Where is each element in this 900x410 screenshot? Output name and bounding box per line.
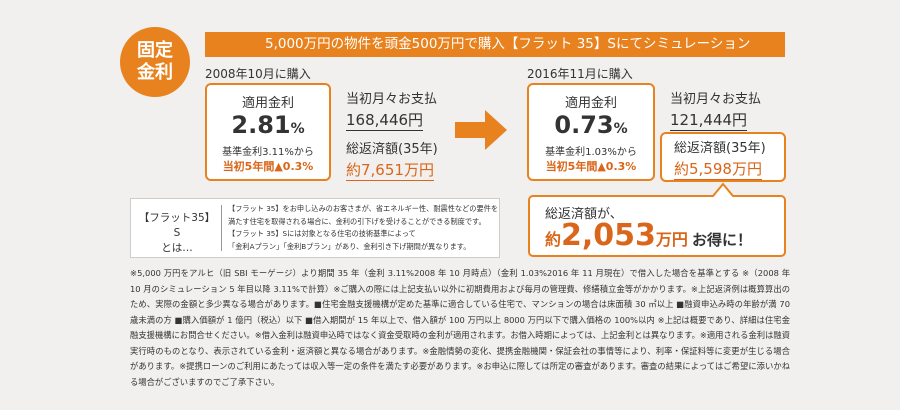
- rate: 2.81: [231, 111, 291, 139]
- base-rate: 基準金利3.11%から: [222, 147, 314, 158]
- rate-unit: %: [290, 121, 305, 137]
- badge-text: 金利: [137, 62, 173, 83]
- discount: 当初5年間▲0.3%: [222, 160, 314, 173]
- savings: 約2,053万円 お得に！: [545, 218, 752, 253]
- date: 2016年11月に購入: [527, 67, 633, 81]
- badge: 固定 金利: [120, 27, 190, 97]
- monthly: 168,446円: [346, 111, 424, 131]
- divider: [221, 205, 222, 251]
- savings-lead: 総返済額が、: [545, 207, 623, 222]
- total-box: 総返済額(35年) 約5,598万円: [660, 132, 786, 182]
- footnote: ※5,000 万円をアルヒ（旧 SBI モーゲージ）より期間 35 年（金利 3…: [130, 268, 790, 387]
- payments: 当初月々お支払 121,444円: [670, 90, 761, 132]
- badge-text: 固定: [137, 40, 173, 61]
- about-line: 「金利Aプラン」「金利Bプラン」があり、金利引き下げ期間が異なります。: [228, 241, 471, 251]
- about-line: 満たす住宅を取得される場合に、金利の引下げを受けることができる制度です。: [228, 216, 486, 226]
- rate-box: 適用金利 0.73% 基準金利1.03%から 当初5年間▲0.3%: [527, 83, 655, 181]
- about-box: 【フラット35】S とは… 【フラット 35】をお申し込みのお客さまが、省エネル…: [130, 198, 500, 258]
- date: 2008年10月に購入: [205, 67, 311, 81]
- label: 総返済額(35年): [674, 141, 766, 156]
- rate: 0.73: [554, 111, 614, 139]
- about-line: 【フラット 35】をお申し込みのお客さまが、省エネルギー性、耐震性などの要件を: [228, 204, 499, 213]
- rate-unit: %: [613, 121, 628, 137]
- label: 当初月々お支払: [346, 92, 438, 107]
- total: 約5,598万円: [674, 160, 762, 180]
- monthly: 121,444円: [670, 111, 748, 131]
- discount: 当初5年間▲0.3%: [545, 160, 637, 173]
- callout: [528, 182, 786, 257]
- about-label: 【フラット35】S とは…: [138, 212, 216, 254]
- rate-box: 適用金利 2.81% 基準金利3.11%から 当初5年間▲0.3%: [205, 83, 331, 181]
- savings-unit: 万円: [655, 230, 688, 249]
- label: 適用金利: [241, 96, 294, 111]
- arrow: [455, 110, 507, 150]
- savings-suffix: お得に！: [691, 231, 752, 249]
- about-text: 【フラット 35】をお申し込みのお客さまが、省エネルギー性、耐震性などの要件を …: [228, 203, 498, 253]
- banner: 5,000万円の物件を頭金500万円で購入【フラット 35】Sにてシミュレーショ…: [205, 32, 785, 57]
- about-line: 【フラット 35】Sには対象となる住宅の技術基準によって: [228, 229, 416, 238]
- savings-amount: 2,053: [561, 218, 656, 253]
- label: 適用金利: [564, 96, 617, 111]
- label: 総返済額(35年): [346, 142, 438, 157]
- total: 約7,651万円: [346, 161, 434, 181]
- payments: 当初月々お支払 168,446円 総返済額(35年) 約7,651万円: [346, 90, 438, 182]
- savings-prefix: 約: [545, 230, 562, 249]
- base-rate: 基準金利1.03%から: [545, 147, 637, 158]
- label: 当初月々お支払: [670, 92, 762, 107]
